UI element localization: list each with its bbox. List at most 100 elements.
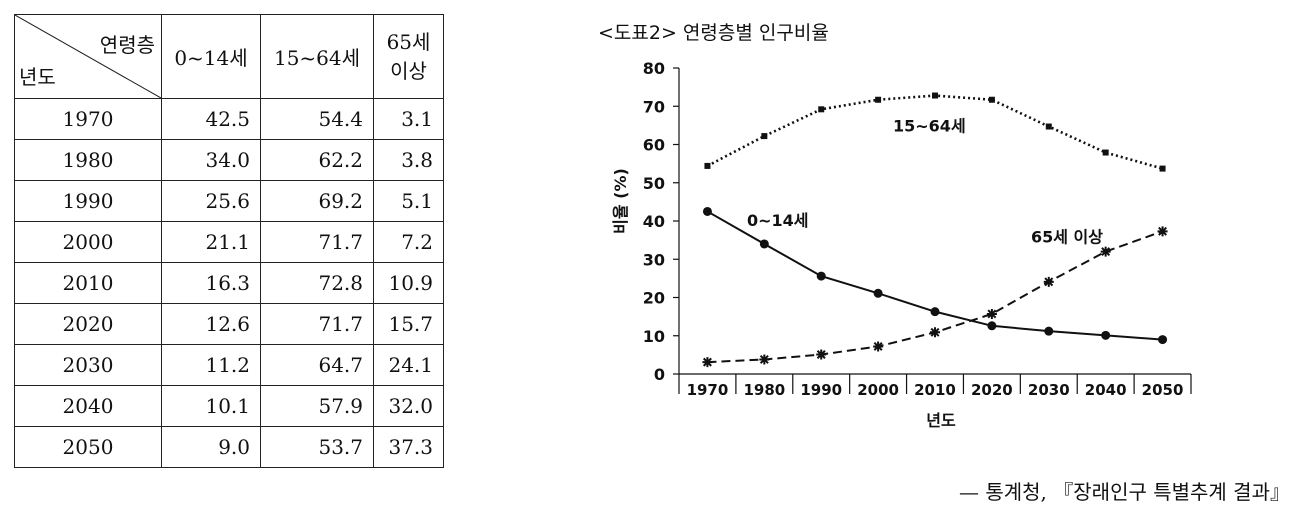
y-tick-label: 50 bbox=[643, 174, 665, 193]
y-tick-label: 30 bbox=[643, 250, 665, 269]
value-0-14-cell: 34.0 bbox=[161, 139, 261, 181]
col-header-15-64: 15~64세 bbox=[260, 14, 374, 99]
x-tick-label: 1980 bbox=[743, 381, 785, 399]
y-axis-label: 비율 (%) bbox=[611, 168, 630, 234]
year-cell: 2040 bbox=[14, 385, 162, 427]
y-tick-label: 0 bbox=[654, 365, 665, 384]
data-point-0-14 bbox=[759, 239, 769, 249]
population-ratio-table: 연령층 년도 0~14세 15~64세 65세 이상 1970 42.5 54.4 3… bbox=[14, 14, 444, 468]
value-65-plus-cell: 3.1 bbox=[373, 98, 444, 140]
value-65-plus-cell: 37.3 bbox=[373, 426, 444, 468]
data-point-15-64 bbox=[875, 96, 882, 103]
x-tick-label: 2000 bbox=[857, 381, 899, 399]
table-row: 2040 10.1 57.9 32.0 bbox=[14, 385, 444, 427]
data-point-0-14 bbox=[1044, 326, 1054, 336]
year-cell: 1990 bbox=[14, 180, 162, 222]
series-label-0-14: 0~14세 bbox=[747, 211, 809, 230]
value-0-14-cell: 10.1 bbox=[161, 385, 261, 427]
value-0-14-cell: 21.1 bbox=[161, 221, 261, 263]
y-tick-label: 10 bbox=[643, 327, 665, 346]
y-tick-label: 60 bbox=[643, 136, 665, 155]
data-point-65-plus bbox=[759, 354, 770, 365]
x-tick-label: 1970 bbox=[687, 381, 729, 399]
corner-diagonal-line bbox=[15, 15, 161, 98]
table-row: 2000 21.1 71.7 7.2 bbox=[14, 221, 444, 263]
value-65-plus-cell: 24.1 bbox=[373, 344, 444, 386]
year-cell: 2050 bbox=[14, 426, 162, 468]
x-axis-label: 년도 bbox=[926, 411, 956, 430]
value-65-plus-cell: 7.2 bbox=[373, 221, 444, 263]
data-point-15-64 bbox=[1159, 165, 1166, 172]
data-point-0-14 bbox=[930, 307, 940, 317]
table-row: 1980 34.0 62.2 3.8 bbox=[14, 139, 444, 181]
data-point-0-14 bbox=[987, 321, 997, 331]
value-0-14-cell: 12.6 bbox=[161, 303, 261, 345]
value-0-14-cell: 25.6 bbox=[161, 180, 261, 222]
data-point-0-14 bbox=[702, 206, 712, 216]
data-point-0-14 bbox=[1101, 330, 1111, 340]
value-15-64-cell: 64.7 bbox=[260, 344, 374, 386]
col-header-65-line1: 65세 bbox=[386, 29, 431, 54]
data-point-15-64 bbox=[988, 96, 995, 103]
y-tick-label: 20 bbox=[643, 289, 665, 308]
x-tick-label: 2050 bbox=[1142, 381, 1184, 399]
x-tick-label: 1990 bbox=[800, 381, 842, 399]
value-15-64-cell: 69.2 bbox=[260, 180, 374, 222]
table-row: 2030 11.2 64.7 24.1 bbox=[14, 344, 444, 386]
value-65-plus-cell: 3.8 bbox=[373, 139, 444, 181]
value-0-14-cell: 16.3 bbox=[161, 262, 261, 304]
data-point-65-plus bbox=[816, 349, 827, 360]
data-point-65-plus bbox=[986, 308, 997, 319]
data-point-65-plus bbox=[873, 341, 884, 352]
data-point-0-14 bbox=[873, 288, 883, 298]
year-cell: 2030 bbox=[14, 344, 162, 386]
value-15-64-cell: 71.7 bbox=[260, 221, 374, 263]
data-point-15-64 bbox=[704, 162, 711, 169]
year-cell: 2010 bbox=[14, 262, 162, 304]
data-point-65-plus bbox=[1157, 226, 1168, 237]
data-point-65-plus bbox=[1043, 276, 1054, 287]
x-tick-label: 2010 bbox=[914, 381, 956, 399]
value-65-plus-cell: 10.9 bbox=[373, 262, 444, 304]
year-cell: 1980 bbox=[14, 139, 162, 181]
corner-year-label: 년도 bbox=[19, 65, 56, 89]
col-header-65-line2: 이상 bbox=[390, 58, 427, 83]
series-label-65-plus: 65세 이상 bbox=[1031, 227, 1103, 246]
data-point-15-64 bbox=[761, 133, 768, 140]
y-tick-label: 40 bbox=[643, 212, 665, 231]
chart-container: 0 10 20 30 40 50 60 70 80 1970 1980 1990 2000 2010 202… bbox=[596, 12, 1216, 442]
value-65-plus-cell: 15.7 bbox=[373, 303, 444, 345]
col-header-0-14: 0~14세 bbox=[161, 14, 261, 99]
value-15-64-cell: 72.8 bbox=[260, 262, 374, 304]
data-point-0-14 bbox=[816, 271, 826, 281]
col-header-65-plus: 65세 이상 bbox=[373, 14, 444, 99]
data-point-15-64 bbox=[932, 92, 938, 99]
data-point-65-plus bbox=[1100, 246, 1111, 257]
x-tick-label: 2030 bbox=[1028, 381, 1070, 399]
value-0-14-cell: 11.2 bbox=[161, 344, 261, 386]
value-15-64-cell: 53.7 bbox=[260, 426, 374, 468]
data-point-15-64 bbox=[1102, 149, 1109, 156]
corner-age-group-label: 연령층 bbox=[99, 33, 155, 57]
value-65-plus-cell: 32.0 bbox=[373, 385, 444, 427]
value-15-64-cell: 57.9 bbox=[260, 385, 374, 427]
x-tick-label: 2040 bbox=[1085, 381, 1127, 399]
table-row: 1990 25.6 69.2 5.1 bbox=[14, 180, 444, 222]
data-point-65-plus bbox=[702, 357, 713, 368]
data-point-0-14 bbox=[1158, 335, 1168, 345]
year-cell: 1970 bbox=[14, 98, 162, 140]
source-citation: — 통계청, 『장래인구 특별추계 결과』 bbox=[959, 480, 1290, 504]
table-row: 2010 16.3 72.8 10.9 bbox=[14, 262, 444, 304]
table-row: 2020 12.6 71.7 15.7 bbox=[14, 303, 444, 345]
value-0-14-cell: 42.5 bbox=[161, 98, 261, 140]
y-tick-label: 80 bbox=[643, 59, 665, 78]
corner-header-cell: 연령층 년도 bbox=[14, 14, 162, 99]
table-row: 1970 42.5 54.4 3.1 bbox=[14, 98, 444, 140]
value-65-plus-cell: 5.1 bbox=[373, 180, 444, 222]
table-row: 2050 9.0 53.7 37.3 bbox=[14, 426, 444, 468]
series-label-15-64: 15~64세 bbox=[893, 116, 966, 135]
value-15-64-cell: 62.2 bbox=[260, 139, 374, 181]
value-15-64-cell: 71.7 bbox=[260, 303, 374, 345]
data-point-15-64 bbox=[818, 106, 825, 113]
